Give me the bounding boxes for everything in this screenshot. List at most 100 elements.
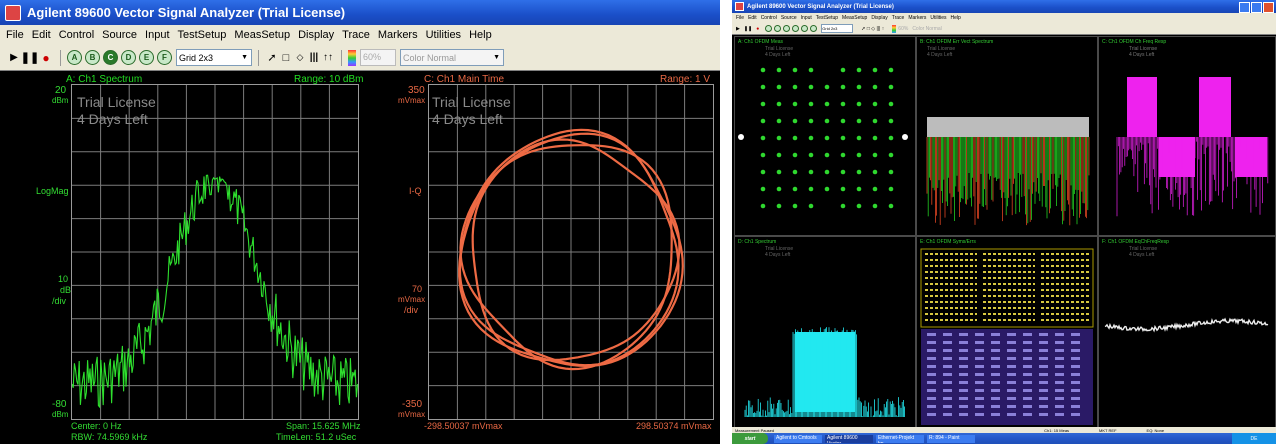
menu-help[interactable]: Help: [469, 29, 492, 41]
pane-f-watermark-2: 4 Days Left: [1129, 252, 1155, 258]
symbol-cell: [943, 413, 952, 416]
percent-field[interactable]: 60%: [360, 49, 396, 66]
symbol-cell: [1007, 349, 1016, 352]
trace-d-button[interactable]: [792, 25, 800, 32]
start-button[interactable]: start: [732, 433, 768, 444]
iq-trace-loop: [471, 138, 681, 362]
pointer-icon[interactable]: ➚: [267, 52, 277, 64]
trace-a-plot[interactable]: Trial License 4 Days Left: [71, 84, 359, 420]
symbol-cell: [1055, 405, 1064, 408]
menu-control[interactable]: Control: [58, 29, 95, 41]
trace-f-button[interactable]: [810, 25, 818, 32]
trace-a-y-format[interactable]: LogMag: [36, 186, 69, 196]
pause-icon[interactable]: ❚❚: [743, 25, 753, 32]
trace-c-y-format[interactable]: I-Q: [409, 186, 422, 196]
symbol-cell: [1071, 365, 1080, 368]
trace-a-range[interactable]: Range: 10 dBm: [294, 74, 364, 85]
menu-input[interactable]: Input: [145, 29, 170, 41]
close-icon[interactable]: [1263, 2, 1274, 13]
menu-meassetup[interactable]: MeasSetup: [842, 15, 868, 21]
menu-display[interactable]: Display: [298, 29, 335, 41]
app-icon: [5, 4, 21, 21]
trace-a-button[interactable]: [765, 25, 773, 32]
menu-trace[interactable]: Trace: [891, 15, 905, 21]
menu-trace[interactable]: Trace: [342, 29, 370, 41]
marker-tools-icon[interactable]: ➚ □ ◇ ||| ↑: [861, 25, 885, 32]
menu-file[interactable]: File: [6, 29, 24, 41]
trace-c-range[interactable]: Range: 1 V: [660, 74, 711, 85]
menu-help[interactable]: Help: [950, 15, 961, 21]
constellation-point: [808, 84, 814, 90]
menu-source[interactable]: Source: [102, 29, 138, 41]
taskbar-item-4[interactable]: R: 894 - Paint: [927, 434, 975, 443]
menu-file[interactable]: File: [736, 15, 745, 21]
trace-f-button[interactable]: F: [157, 50, 172, 65]
menu-utilities[interactable]: Utilities: [425, 29, 462, 41]
constellation-point: [808, 169, 814, 175]
maximize-icon[interactable]: [1251, 2, 1262, 13]
trace-d-button[interactable]: D: [121, 50, 136, 65]
color-select-small[interactable]: Color Normal: [912, 25, 942, 32]
symbol-cell: [927, 349, 936, 352]
title-bar[interactable]: Agilent 89600 Vector Signal Analyzer (Tr…: [0, 0, 720, 25]
pane-e-symbols[interactable]: E: Ch1 OFDM Syms/Errs: [916, 236, 1098, 428]
trace-c-button[interactable]: [783, 25, 791, 32]
pane-d-header: D: Ch1 Spectrum: [738, 239, 777, 245]
trace-b-button[interactable]: B: [85, 50, 100, 65]
menu-edit[interactable]: Edit: [31, 29, 51, 41]
minimize-icon[interactable]: [1239, 2, 1250, 13]
pane-b-error-spectrum[interactable]: B: Ch1 OFDM Err Vect Spectrum Trial Lice…: [916, 36, 1098, 236]
trace-b-button[interactable]: [774, 25, 782, 32]
symbol-cell: [991, 413, 1000, 416]
trace-e-button[interactable]: E: [139, 50, 154, 65]
symbol-cell: [991, 341, 1000, 344]
pane-c-freq-response[interactable]: C: Ch1 OFDM Ch Freq Resp Trial License 4…: [1098, 36, 1276, 236]
symbol-cell: [1071, 389, 1080, 392]
menu-input[interactable]: Input: [800, 15, 812, 21]
menu-utilities[interactable]: Utilities: [930, 15, 947, 21]
trace-a-center-freq: Center: 0 Hz: [71, 421, 122, 431]
menu-meassetup[interactable]: MeasSetup: [234, 29, 291, 41]
menu-markers[interactable]: Markers: [377, 29, 418, 41]
constellation-point: [840, 203, 846, 209]
band-marker-icon[interactable]: |||: [309, 52, 319, 63]
layout-select[interactable]: Grid 2x3 ▼: [176, 49, 252, 66]
diamond-marker-icon[interactable]: ◇: [296, 52, 304, 62]
pilot-point: [738, 134, 744, 140]
menu-control[interactable]: Control: [760, 15, 777, 21]
taskbar-item-3[interactable]: Ethernet-Projekt bp...: [876, 434, 924, 443]
menu-markers[interactable]: Markers: [908, 15, 927, 21]
pane-a-constellation[interactable]: A: Ch1 OFDM Meas Trial License 4 Days Le…: [734, 36, 916, 236]
pause-icon[interactable]: ❚❚: [20, 52, 40, 64]
trace-e-button[interactable]: [801, 25, 809, 32]
taskbar-item-1[interactable]: Agilent to Cmtools: [774, 434, 822, 443]
symbol-cell: [1071, 405, 1080, 408]
layout-select-small[interactable]: Grid 2x3: [821, 24, 854, 33]
record-icon[interactable]: ●: [42, 50, 50, 65]
pane-f-eq-response[interactable]: F: Ch1 OFDM EqChFreqResp Trial License 4…: [1098, 236, 1276, 428]
percent-field-small[interactable]: 60%: [898, 25, 909, 32]
record-icon[interactable]: ●: [756, 25, 760, 32]
symbol-cell: [943, 373, 952, 376]
color-bar-icon[interactable]: [348, 49, 356, 66]
play-icon[interactable]: ▶: [736, 25, 740, 32]
trace-c-button[interactable]: C: [103, 50, 118, 65]
color-select[interactable]: Color Normal ▼: [400, 49, 504, 66]
title-bar-small[interactable]: Agilent 89600 Vector Signal Analyzer (Tr…: [732, 0, 1276, 13]
trace-c-plot[interactable]: Trial License 4 Days Left: [428, 84, 714, 420]
menu-testsetup[interactable]: TestSetup: [177, 29, 227, 41]
peak-marker-icon[interactable]: ↑↑: [323, 52, 333, 63]
menu-testsetup[interactable]: TestSetup: [815, 15, 839, 21]
constellation-point: [760, 67, 766, 73]
color-bar-icon[interactable]: [892, 24, 897, 33]
trace-c-y-bottom: -350: [402, 399, 423, 410]
taskbar-item-2[interactable]: Agilent 89600 Vector...: [825, 434, 873, 443]
trace-a-button[interactable]: A: [67, 50, 82, 65]
trace-buttons-small[interactable]: [765, 25, 818, 32]
menu-edit[interactable]: Edit: [748, 15, 757, 21]
box-marker-icon[interactable]: □: [282, 51, 290, 64]
menu-source[interactable]: Source: [780, 15, 797, 21]
play-icon[interactable]: ▶: [10, 52, 18, 63]
menu-display[interactable]: Display: [871, 15, 888, 21]
pane-d-spectrum[interactable]: D: Ch1 Spectrum Trial License 4 Days Lef…: [734, 236, 916, 428]
